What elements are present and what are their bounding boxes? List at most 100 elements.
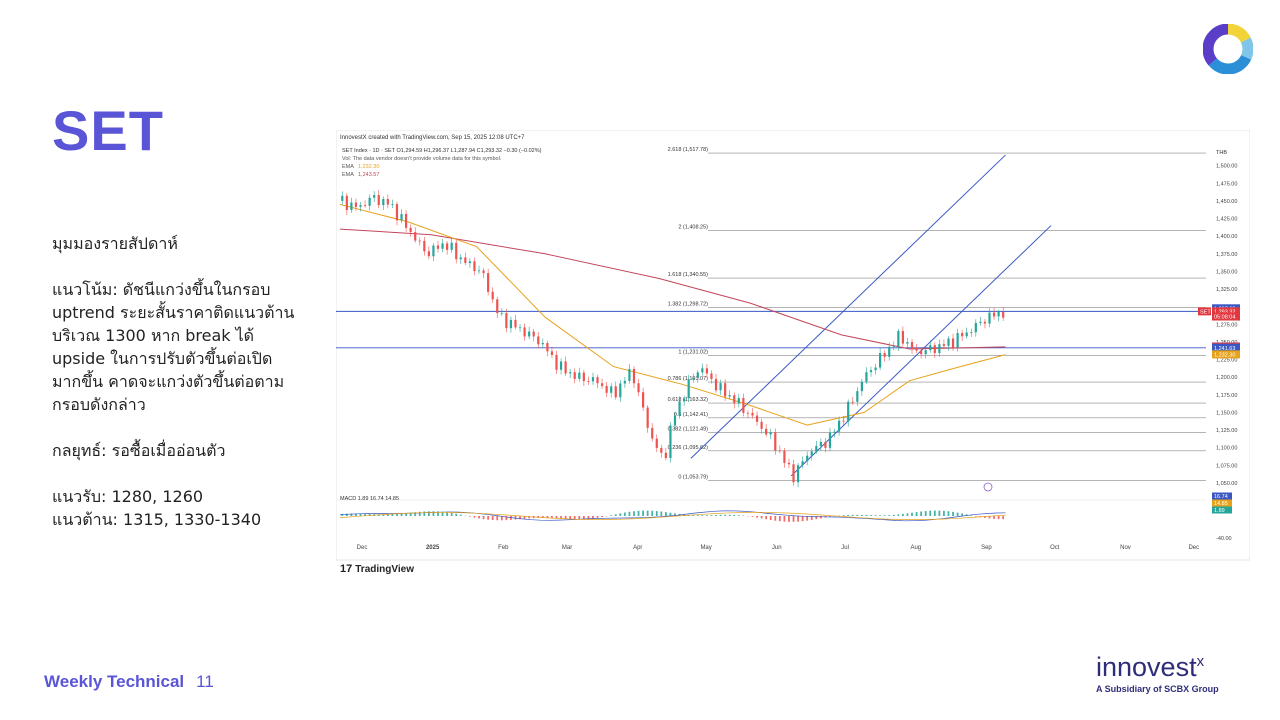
x-tick-label: Jun	[772, 545, 782, 551]
candle-body	[555, 354, 558, 370]
y-tick-label: 1,225.00	[1216, 358, 1237, 364]
macd-histogram-bar	[719, 514, 722, 516]
candle-body	[523, 327, 526, 337]
candle-body	[673, 415, 677, 426]
macd-histogram-bar	[778, 516, 781, 522]
price-tag-label: 1,232.30	[1214, 353, 1235, 359]
ema-label: EMA	[342, 164, 354, 170]
resistance-text: แนวต้าน: 1315, 1330-1340	[52, 510, 262, 529]
trend-line: แนวโน้ม: ดัชนีแกว่งขึ้นในกรอบ	[52, 280, 271, 299]
macd-histogram-bar	[487, 516, 490, 520]
macd-histogram-bar	[865, 514, 868, 516]
macd-histogram-bar	[427, 511, 430, 516]
macd-histogram-bar	[614, 514, 617, 516]
candle-body	[354, 202, 358, 207]
macd-histogram-bar	[459, 514, 462, 516]
fib-level-label: 1.382 (1,298.72)	[668, 302, 709, 308]
macd-histogram-bar	[596, 516, 599, 518]
candle-body	[505, 313, 508, 329]
y-tick-label: 1,275.00	[1216, 322, 1237, 328]
y-tick-label: 1,375.00	[1216, 252, 1237, 258]
candle-body	[587, 381, 590, 382]
chart-header: InnovestX created with TradingView.com, …	[340, 135, 525, 141]
candle-body	[778, 450, 781, 452]
candle-body	[806, 455, 809, 462]
candle-body	[546, 342, 549, 352]
macd-tag-label: 14.85	[1214, 501, 1228, 507]
macd-histogram-bar	[368, 513, 371, 516]
candle-body	[427, 251, 430, 257]
macd-histogram-bar	[569, 516, 572, 519]
fib-level-label: 1.618 (1,340.55)	[668, 272, 709, 278]
candle-body	[792, 464, 795, 483]
macd-histogram-bar	[692, 515, 695, 516]
macd-histogram-bar	[947, 511, 950, 516]
macd-histogram-bar	[984, 516, 986, 518]
macd-histogram-bar	[355, 513, 357, 516]
y-tick-label: 1,350.00	[1216, 269, 1237, 275]
candle-body	[687, 379, 690, 399]
candle-body	[528, 331, 531, 337]
ema-value: 1,232.30	[358, 164, 379, 170]
macd-histogram-bar	[701, 515, 704, 516]
x-tick-label: Oct	[1050, 545, 1060, 551]
macd-histogram-bar	[592, 516, 594, 519]
fib-level-label: 0 (1,053.79)	[678, 474, 708, 480]
candle-body	[496, 299, 499, 314]
candle-body	[961, 332, 964, 337]
candle-body	[669, 425, 672, 458]
macd-histogram-bar	[715, 514, 717, 516]
candle-body	[619, 383, 622, 398]
candle-body	[796, 465, 800, 483]
macd-histogram-bar	[765, 516, 768, 520]
trend-line: uptrend ระยะสั้นราคาติดแนวต้าน	[52, 303, 295, 322]
trend-line: กรอบดังกล่าว	[52, 395, 146, 414]
candle-body	[623, 380, 626, 384]
macd-histogram-bar	[496, 516, 499, 521]
candle-body	[363, 205, 367, 206]
candle-body	[842, 420, 845, 422]
macd-histogram-bar	[892, 514, 895, 516]
macd-histogram-bar	[664, 512, 667, 516]
macd-histogram-bar	[660, 511, 663, 516]
macd-histogram-bar	[564, 516, 567, 519]
candle-body	[350, 202, 353, 210]
macd-histogram-bar	[920, 511, 923, 516]
candle-body	[901, 331, 904, 344]
candle-body	[409, 227, 412, 233]
candle-body	[514, 319, 517, 328]
macd-histogram-bar	[810, 516, 813, 520]
macd-histogram-bar	[637, 510, 640, 516]
candle-body	[710, 373, 713, 379]
y-tick-label: 1,475.00	[1216, 181, 1237, 187]
y-tick-label: 1,150.00	[1216, 410, 1237, 416]
candle-body	[651, 427, 654, 439]
candle-body	[646, 407, 649, 428]
macd-histogram-bar	[551, 516, 553, 519]
trend-line: upside ในการปรับตัวขึ้นต่อเปิด	[52, 349, 273, 368]
candle-body	[423, 240, 426, 252]
candle-body	[532, 331, 535, 337]
candle-body	[418, 240, 421, 242]
macd-histogram-bar	[382, 514, 385, 516]
candle-body	[915, 349, 918, 351]
macd-histogram-bar	[888, 515, 891, 516]
fib-level-label: 0.236 (1,095.62)	[668, 445, 709, 451]
macd-histogram-bar	[500, 516, 503, 521]
macd-histogram-bar	[933, 510, 936, 516]
macd-histogram-bar	[560, 516, 562, 519]
y-tick-label: 1,500.00	[1216, 164, 1237, 170]
candle-body	[518, 327, 522, 329]
candle-body	[614, 386, 617, 398]
candle-body	[824, 441, 827, 448]
candle-body	[746, 412, 750, 414]
candle-body	[432, 245, 435, 257]
candle-body	[678, 401, 681, 416]
macd-histogram-bar	[674, 513, 676, 516]
x-tick-label: Nov	[1120, 545, 1131, 551]
candle-body	[692, 377, 695, 380]
y-tick-label: 1,100.00	[1216, 446, 1237, 452]
candle-body	[851, 401, 854, 403]
vol-line: Vol: The data vendor doesn't provide vol…	[342, 156, 502, 162]
macd-histogram-bar	[696, 515, 699, 516]
